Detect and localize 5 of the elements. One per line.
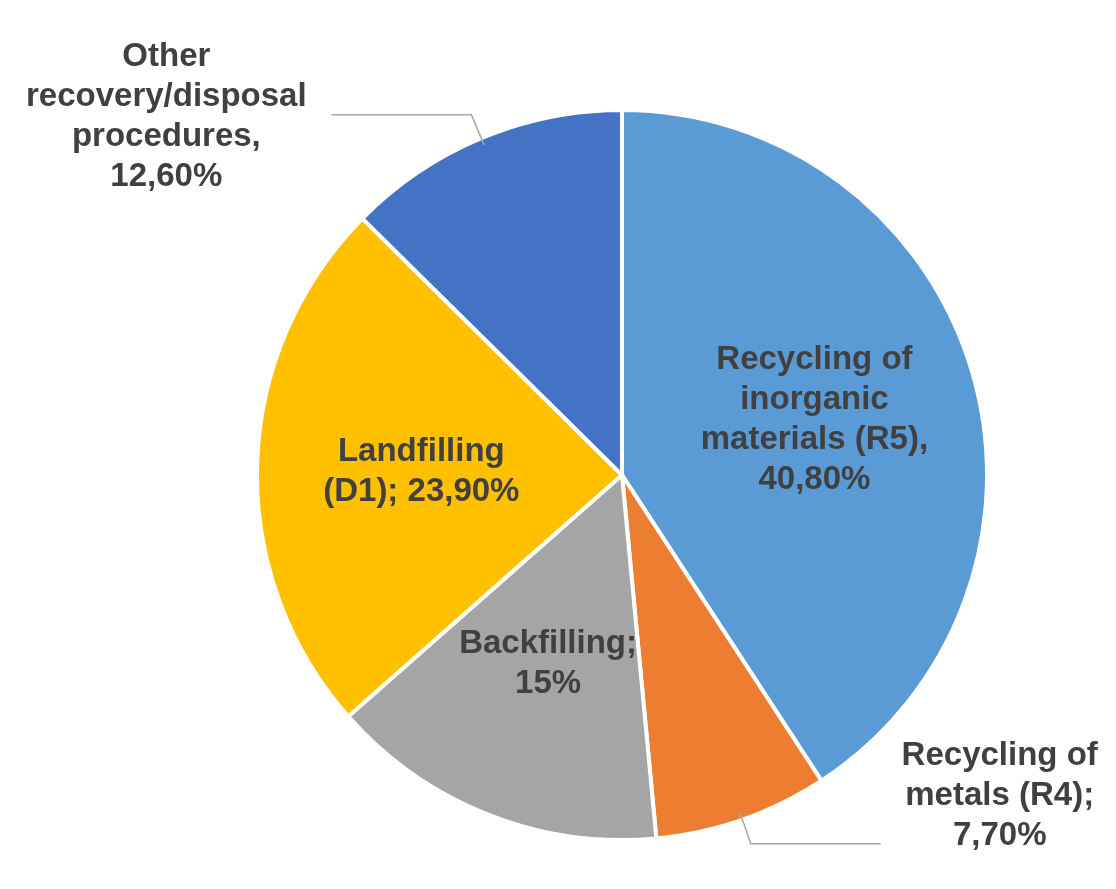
slice-label: Backfilling; 15% (459, 623, 638, 701)
slice-label: Landfilling (D1); 23,90% (323, 430, 520, 508)
slice-label: Recycling of metals (R4); 7,70% (901, 735, 1099, 853)
slice-label: Recycling of inorganic materials (R5), 40,80% (700, 339, 929, 497)
slice-label: Other recovery/disposal procedures, 12,60% (26, 36, 307, 194)
